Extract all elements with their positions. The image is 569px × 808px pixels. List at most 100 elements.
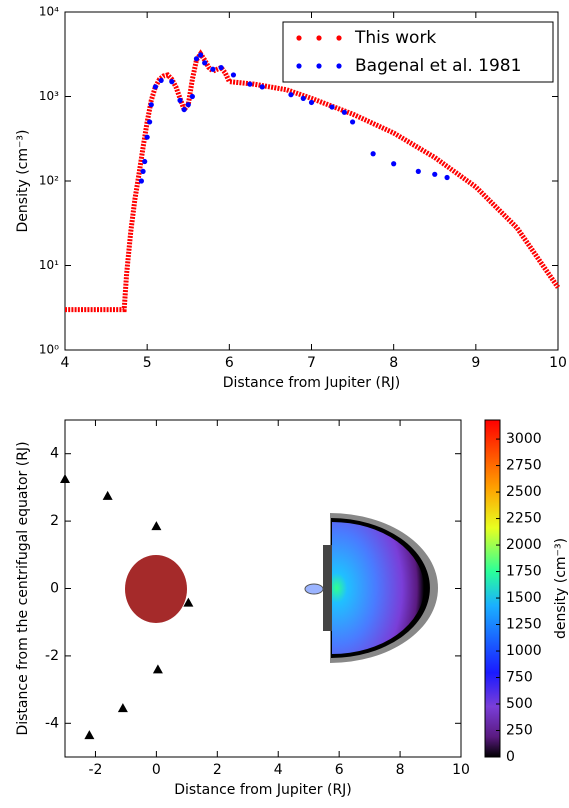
data-point (193, 56, 200, 62)
data-point (210, 66, 216, 72)
x-tick-label: 5 (143, 355, 152, 371)
data-point (218, 64, 224, 71)
triangle-marker (84, 730, 95, 740)
triangle-marker (102, 490, 113, 500)
x-tick-label: 7 (307, 355, 316, 371)
data-point (329, 104, 335, 110)
triangle-marker (152, 664, 163, 674)
data-point (189, 93, 195, 100)
contour-field (125, 513, 438, 663)
bottom-plot: -2 0 2 4 6 8 10 -4 -2 0 2 4 Distance from Jupiter (R… (15, 419, 569, 798)
data-point (197, 52, 204, 58)
contour-blob (304, 583, 324, 595)
jupiter (125, 555, 187, 623)
colorbar-label: density (cm⁻³) (553, 538, 569, 639)
colorbar-tick-label: 1750 (506, 564, 542, 580)
legend-marker (296, 63, 302, 69)
y-axis-label: Distance from the centrifugal equator (R… (15, 441, 31, 735)
data-point (158, 77, 164, 84)
data-point (169, 79, 175, 85)
colorbar-tick-label: 250 (506, 723, 533, 739)
x-tick-label: 6 (335, 762, 344, 778)
triangle-marker (151, 521, 162, 531)
colorbar-tick-label: 2250 (506, 511, 542, 527)
top-plot: 4 5 6 7 8 9 10 10⁰ 10¹ 10² 10³ 10⁴ Distance from Jup… (15, 5, 567, 392)
data-point (370, 151, 376, 157)
x-tick-label: 10 (452, 762, 470, 778)
colorbar-tick-label: 500 (506, 696, 533, 712)
data-point (349, 119, 356, 125)
legend-marker (316, 63, 322, 69)
y-tick-label: 10² (39, 174, 59, 188)
data-point (185, 102, 191, 108)
x-tick-label: 0 (152, 762, 161, 778)
data-point (391, 161, 397, 167)
data-point (148, 102, 154, 108)
colorbar-tick-label: 3000 (506, 431, 542, 447)
x-tick-label: 4 (61, 355, 70, 371)
y-tick-label: 10⁴ (39, 5, 59, 19)
y-tick-label: 0 (50, 581, 59, 597)
data-point (142, 158, 148, 165)
y-tick-label: 10¹ (39, 258, 59, 272)
x-tick-label: 2 (213, 762, 222, 778)
colorbar-tick-label: 0 (506, 749, 515, 765)
contour-fill (332, 522, 424, 654)
colorbar-tick-label: 1500 (506, 590, 542, 606)
triangle-marker (60, 473, 70, 483)
legend-marker (336, 35, 342, 41)
data-point (181, 106, 187, 113)
legend-marker (336, 63, 342, 69)
y-tick-label: 10³ (39, 89, 59, 103)
colorbar-tick-label: 1250 (506, 617, 542, 633)
data-point (415, 168, 421, 174)
x-tick-label: -2 (88, 762, 102, 778)
x-axis-label: Distance from Jupiter (RJ) (223, 375, 401, 391)
data-point (138, 178, 145, 184)
y-axis-label: Density (cm⁻³) (15, 130, 31, 233)
data-point (259, 84, 265, 90)
x-tick-label: 6 (225, 355, 234, 371)
data-point (308, 99, 315, 106)
x-tick-label: 9 (471, 355, 480, 371)
x-tick-label: 8 (389, 355, 398, 371)
data-point (247, 81, 253, 87)
colorbar-tick-label: 2000 (506, 537, 542, 553)
data-point (177, 97, 183, 103)
x-tick-label: 10 (549, 355, 567, 371)
data-point (230, 72, 237, 78)
triangle-marker (117, 703, 128, 713)
legend-marker (316, 35, 322, 41)
data-point (140, 168, 146, 174)
legend-marker (296, 35, 302, 41)
colorbar-tick-label: 2750 (506, 458, 542, 474)
y-tick-label: -2 (45, 648, 59, 664)
data-point (144, 134, 150, 140)
legend-label: Bagenal et al. 1981 (355, 56, 521, 76)
y-tick-label: 4 (50, 446, 59, 462)
colorbar-tick-label: 2500 (506, 484, 542, 500)
data-point (444, 174, 450, 181)
contour-inner (323, 545, 332, 631)
colorbar (484, 419, 501, 758)
legend-box (282, 21, 554, 83)
data-point (152, 84, 158, 90)
x-tick-label: 4 (274, 762, 283, 778)
data-point (432, 171, 438, 177)
y-tick-label: 10⁰ (39, 343, 59, 357)
colorbar-tick-label: 750 (506, 670, 533, 686)
y-tick-label: 2 (50, 513, 59, 529)
x-tick-label: 8 (396, 762, 405, 778)
data-point (202, 60, 208, 66)
colorbar-tick-label: 1000 (506, 643, 542, 659)
triangle-marker (183, 597, 194, 607)
data-point (300, 95, 306, 101)
data-point (341, 109, 347, 115)
x-axis-label: Distance from Jupiter (RJ) (174, 782, 352, 798)
legend-label: This work (354, 28, 436, 48)
data-point (147, 119, 153, 125)
data-point (288, 92, 294, 98)
y-tick-label: -4 (45, 715, 59, 731)
